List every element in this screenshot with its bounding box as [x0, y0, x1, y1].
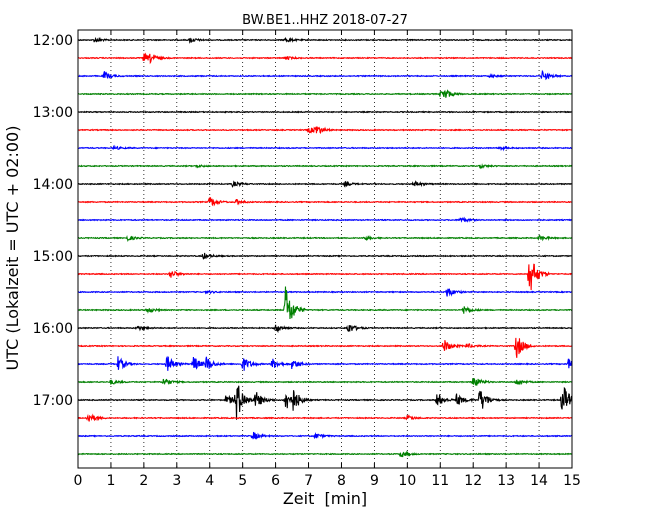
x-tick-label: 9 — [370, 473, 379, 489]
y-tick-label: 13:00 — [33, 105, 73, 121]
chart-title: BW.BE1..HHZ 2018-07-27 — [242, 13, 408, 28]
trace-row-15 — [77, 286, 573, 320]
x-tick-label: 11 — [431, 473, 449, 489]
x-axis-label: Zeit [min] — [283, 489, 367, 508]
x-tick-label: 6 — [271, 473, 280, 489]
trace-row-20 — [77, 385, 573, 420]
trace-row-1 — [77, 52, 573, 65]
x-tick-label: 5 — [238, 473, 247, 489]
x-tick-label: 0 — [74, 473, 83, 489]
x-tick-label: 15 — [563, 473, 581, 489]
trace-row-21 — [77, 413, 573, 422]
trace-row-4 — [77, 110, 573, 114]
x-tick-label: 7 — [304, 473, 313, 489]
trace-row-14 — [77, 288, 573, 297]
trace-row-23 — [77, 450, 573, 458]
x-tick-label: 8 — [337, 473, 346, 489]
plot-frame — [77, 29, 573, 469]
grid-lines — [110, 30, 540, 468]
x-tick-label: 2 — [139, 473, 148, 489]
trace-row-6 — [77, 144, 573, 152]
x-tick-label: 1 — [106, 473, 115, 489]
y-tick-label: 12:00 — [33, 33, 73, 49]
traces — [77, 36, 573, 458]
x-tick-label: 14 — [530, 473, 548, 489]
y-axis-ticks: 12:00 13:00 14:00 15:00 16:00 17:00 — [33, 33, 572, 409]
y-tick-label: 14:00 — [33, 177, 73, 193]
trace-row-5 — [77, 126, 573, 134]
trace-row-8 — [77, 180, 573, 188]
trace-row-2 — [77, 69, 573, 81]
x-tick-label: 13 — [497, 473, 515, 489]
trace-row-19 — [77, 378, 573, 386]
trace-row-9 — [77, 196, 573, 207]
trace-row-17 — [77, 337, 573, 358]
x-axis-ticks: 0 1 2 3 4 5 6 7 8 9 10 11 12 13 14 15 — [74, 30, 581, 489]
trace-row-16 — [77, 324, 573, 334]
x-tick-label: 4 — [205, 473, 214, 489]
trace-row-18 — [77, 355, 573, 371]
trace-row-11 — [77, 234, 573, 242]
y-tick-label: 17:00 — [33, 393, 73, 409]
y-axis-label: UTC (Lokalzeit = UTC + 02:00) — [3, 126, 22, 371]
y-tick-label: 16:00 — [33, 321, 73, 337]
trace-row-13 — [77, 263, 573, 291]
x-tick-label: 3 — [172, 473, 181, 489]
trace-row-10 — [77, 216, 573, 223]
trace-row-7 — [77, 163, 573, 170]
trace-row-12 — [77, 252, 573, 261]
x-tick-label: 12 — [464, 473, 482, 489]
y-tick-label: 15:00 — [33, 249, 73, 265]
x-tick-label: 10 — [398, 473, 416, 489]
trace-row-3 — [77, 89, 573, 98]
trace-row-0 — [77, 36, 573, 44]
trace-row-22 — [77, 431, 573, 440]
